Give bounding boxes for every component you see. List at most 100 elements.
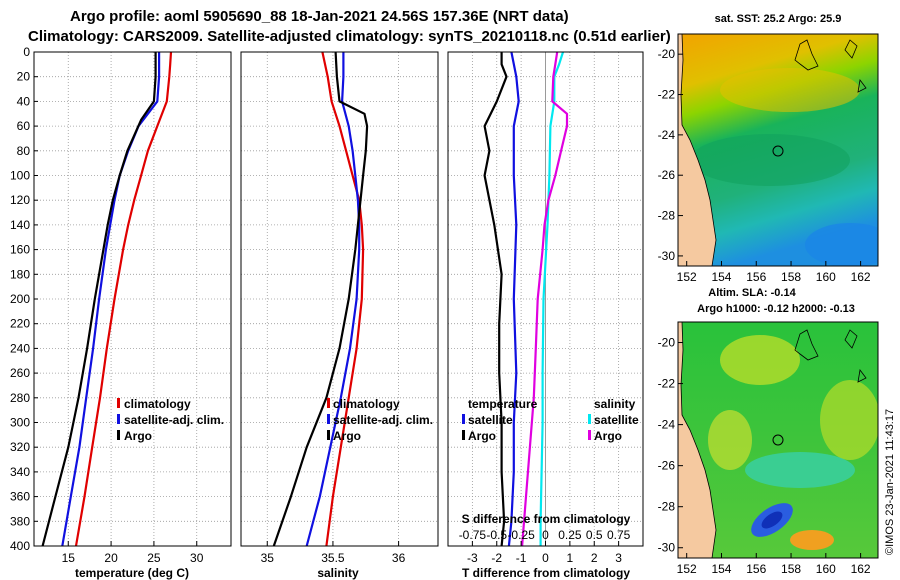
map3-xtick-label: 152 <box>677 270 697 284</box>
sla-map-frame <box>677 321 879 559</box>
map3-xtick-label: 160 <box>816 270 836 284</box>
legend-satellite-swatch <box>327 414 330 424</box>
map3-xtick-label: 154 <box>711 270 731 284</box>
temperature-ytick-label: 0 <box>23 45 30 59</box>
sla-map-title-1: Altim. SLA: -0.14 <box>708 287 796 299</box>
temperature-legend: climatology satellite-adj. clim. Argo <box>117 397 224 443</box>
map3-ytick-label: -24 <box>658 128 676 142</box>
sla-map-title-2: Argo h1000: -0.12 h2000: -0.13 <box>697 303 855 315</box>
difference-top-tick-label: 0 <box>542 528 549 542</box>
legend-t-satellite-swatch <box>462 414 465 424</box>
legend-climatology-swatch <box>117 398 120 408</box>
difference-top-tick-label: 0.5 <box>586 528 603 542</box>
difference-grid <box>448 51 643 547</box>
sla-map-yticks: -20 -22 -24 -26 -28 -30 <box>658 336 683 555</box>
legend-s-argo-label: Argo <box>594 429 622 443</box>
temperature-yticks: 0 20 40 60 80 100 120 140 160 180 200 220 240 260 280 3… <box>10 45 38 553</box>
difference-top-tick-label: 0.75 <box>607 528 631 542</box>
sla-map: Altim. SLA: -0.14 Argo h1000: -0.12 h200… <box>658 287 879 576</box>
sst-reef-outline <box>794 39 867 93</box>
legend-satellite-swatch <box>117 414 120 424</box>
sst-map-frame <box>677 33 879 267</box>
legend-satellite-label: satellite-adj. clim. <box>124 413 224 427</box>
legend-argo-swatch <box>327 430 330 440</box>
sst-map: sat. SST: 25.2 Argo: 25.9 152 154 156 158 16… <box>658 13 879 284</box>
temperature-ytick-label: 220 <box>10 317 30 331</box>
salinity-xticks: 35 35.5 36 <box>261 541 406 565</box>
sst-warm-patch <box>720 68 860 112</box>
sst-australia-land <box>678 34 716 266</box>
difference-panel: -3 -2 -1 0 1 2 3 -0.75 -0.5 -0.25 0 0.25 0.5 0.75 S … <box>447 51 644 580</box>
legend-t-argo-swatch <box>462 430 465 440</box>
map4-xtick-label: 162 <box>851 562 871 576</box>
temperature-ytick-label: 60 <box>17 119 31 133</box>
temperature-series-climatology <box>74 51 173 547</box>
difference-xtick-label: 3 <box>615 551 622 565</box>
salinity-xtick-label: 36 <box>392 551 406 565</box>
temperature-series-argo <box>41 52 157 547</box>
sla-argo-position <box>772 434 784 446</box>
difference-top-ticks: -0.75 -0.5 -0.25 0 0.25 0.5 0.75 <box>459 528 631 542</box>
temperature-xlabel: temperature (deg C) <box>75 566 189 580</box>
difference-xtick-label: -3 <box>467 551 478 565</box>
difference-xtick-label: -1 <box>516 551 527 565</box>
difference-xlabel: T difference from climatology <box>462 566 630 580</box>
map4-ytick-label: -22 <box>658 377 676 391</box>
difference-top-tick-label: -0.5 <box>486 528 507 542</box>
salinity-xtick-label: 35.5 <box>321 551 345 565</box>
legend-s-argo-swatch <box>588 430 591 440</box>
map4-ytick-label: -28 <box>658 500 676 514</box>
sla-yellow-patch <box>720 335 800 385</box>
temperature-ytick-label: 260 <box>10 366 30 380</box>
title-line-2: Climatology: CARS2009. Satellite-adjuste… <box>28 28 671 45</box>
map3-xtick-label: 156 <box>746 270 766 284</box>
sst-blue-patch <box>805 223 878 266</box>
temperature-ytick-label: 240 <box>10 341 30 355</box>
salinity-series-argo <box>272 51 369 547</box>
salinity-lines <box>272 51 369 547</box>
map3-ytick-label: -30 <box>658 249 676 263</box>
temperature-ytick-label: 140 <box>10 218 30 232</box>
salinity-xlabel: salinity <box>317 566 359 580</box>
temperature-ytick-label: 180 <box>10 267 30 281</box>
temperature-xticks: 15 20 25 30 <box>62 541 204 565</box>
legend-argo-label: Argo <box>124 429 152 443</box>
sla-blue-eddy-core <box>761 511 783 529</box>
temperature-ytick-label: 300 <box>10 416 30 430</box>
temperature-ytick-label: 340 <box>10 465 30 479</box>
difference-series-s-argo <box>521 51 569 547</box>
sla-yellow-patch <box>820 380 878 460</box>
temperature-ytick-label: 20 <box>17 70 31 84</box>
map4-ytick-label: -30 <box>658 541 676 555</box>
temperature-ytick-label: 80 <box>17 144 31 158</box>
salinity-series-climatology <box>321 51 365 547</box>
temperature-xtick-label: 20 <box>104 551 118 565</box>
difference-xticks: -3 -2 -1 0 1 2 3 <box>467 541 622 565</box>
legend-argo-label: Argo <box>333 429 361 443</box>
legend-salinity-title: salinity <box>594 397 636 411</box>
map3-ytick-label: -20 <box>658 47 676 61</box>
salinity-xtick-label: 35 <box>261 551 275 565</box>
map4-xtick-label: 156 <box>746 562 766 576</box>
salinity-panel: 35 35.5 36 salinity climatology satellite-… <box>240 51 439 580</box>
temperature-ytick-label: 100 <box>10 169 30 183</box>
map3-ytick-label: -26 <box>658 168 676 182</box>
temperature-xtick-label: 30 <box>190 551 204 565</box>
difference-top-tick-label: -0.75 <box>459 528 487 542</box>
sst-map-title: sat. SST: 25.2 Argo: 25.9 <box>715 13 842 25</box>
temperature-panel: 0 20 40 60 80 100 120 140 160 180 200 220 240 260 280 3… <box>10 45 232 580</box>
difference-xtick-label: 2 <box>591 551 598 565</box>
temperature-ytick-label: 360 <box>10 490 30 504</box>
sst-map-yticks: -20 -22 -24 -26 -28 -30 <box>658 47 683 263</box>
difference-legend-salinity: salinity satellite Argo <box>588 397 639 443</box>
temperature-series-satellite-adj-clim- <box>61 52 161 547</box>
salinity-frame <box>240 51 439 547</box>
map4-xtick-label: 160 <box>816 562 836 576</box>
legend-t-argo-label: Argo <box>468 429 496 443</box>
difference-xlabel-top: S difference from climatology <box>462 512 631 526</box>
sst-argo-position <box>772 145 784 157</box>
temperature-ytick-label: 40 <box>17 94 31 108</box>
salinity-grid <box>241 51 438 547</box>
difference-xtick-label: 1 <box>567 551 574 565</box>
